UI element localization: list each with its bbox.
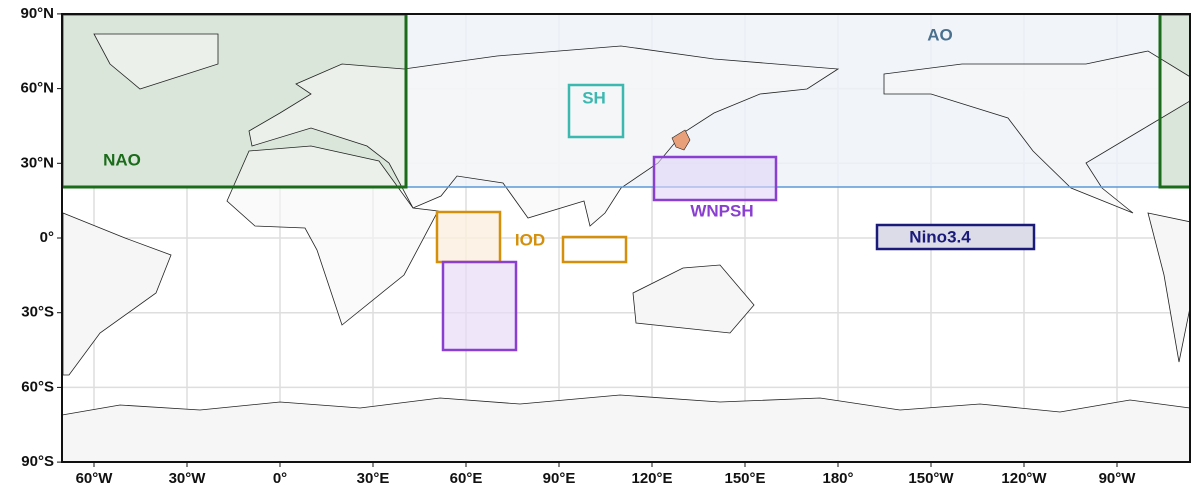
wnpsh-label: WNPSH (690, 201, 753, 220)
x-tick-label: 30°E (357, 470, 390, 487)
y-tick-label: 90°S (21, 453, 54, 470)
antarctica (62, 394, 1190, 462)
x-tick-label: 90°W (1099, 470, 1137, 487)
x-tick-label: 60°W (76, 470, 114, 487)
iod-west-box (435, 210, 502, 264)
region-boxes (62, 14, 1190, 352)
land (62, 33, 1190, 462)
y-tick-label: 30°S (21, 304, 54, 321)
wnpsh-box (652, 155, 778, 202)
south-america (62, 212, 172, 376)
x-tick-label: 150°E (724, 470, 765, 487)
y-tick-label: 90°N (20, 5, 54, 22)
y-tick-label: 0° (40, 229, 54, 246)
greenland (93, 33, 219, 90)
iod-label: IOD (515, 230, 545, 249)
x-tick-label: 120°W (1001, 470, 1047, 487)
y-tick-label: 60°S (21, 378, 54, 395)
y-tick-label: 60°N (20, 80, 54, 97)
nao-box (62, 14, 408, 189)
x-tick-label: 180° (822, 470, 853, 487)
x-tick-label: 90°E (543, 470, 576, 487)
indian-ocean-box (441, 260, 518, 352)
y-tick-label: 30°N (20, 154, 54, 171)
ao-label: AO (927, 25, 953, 44)
x-tick-label: 60°E (450, 470, 483, 487)
iod-east-box (561, 235, 628, 264)
sh-label: SH (582, 88, 606, 107)
nao-box-east (1158, 14, 1190, 189)
sh-box (567, 83, 625, 139)
x-tick-label: 150°W (908, 470, 954, 487)
x-tick-label: 30°W (169, 470, 207, 487)
south-america-east (1147, 212, 1190, 363)
x-tick-label: 120°E (631, 470, 672, 487)
nao-label: NAO (103, 150, 141, 169)
x-tick-label: 0° (273, 470, 287, 487)
north-america (883, 50, 1190, 214)
nino34-box (875, 223, 1036, 251)
australia (632, 264, 755, 334)
africa (226, 145, 439, 326)
korea (671, 129, 691, 151)
nino34-label: Nino3.4 (909, 227, 971, 246)
